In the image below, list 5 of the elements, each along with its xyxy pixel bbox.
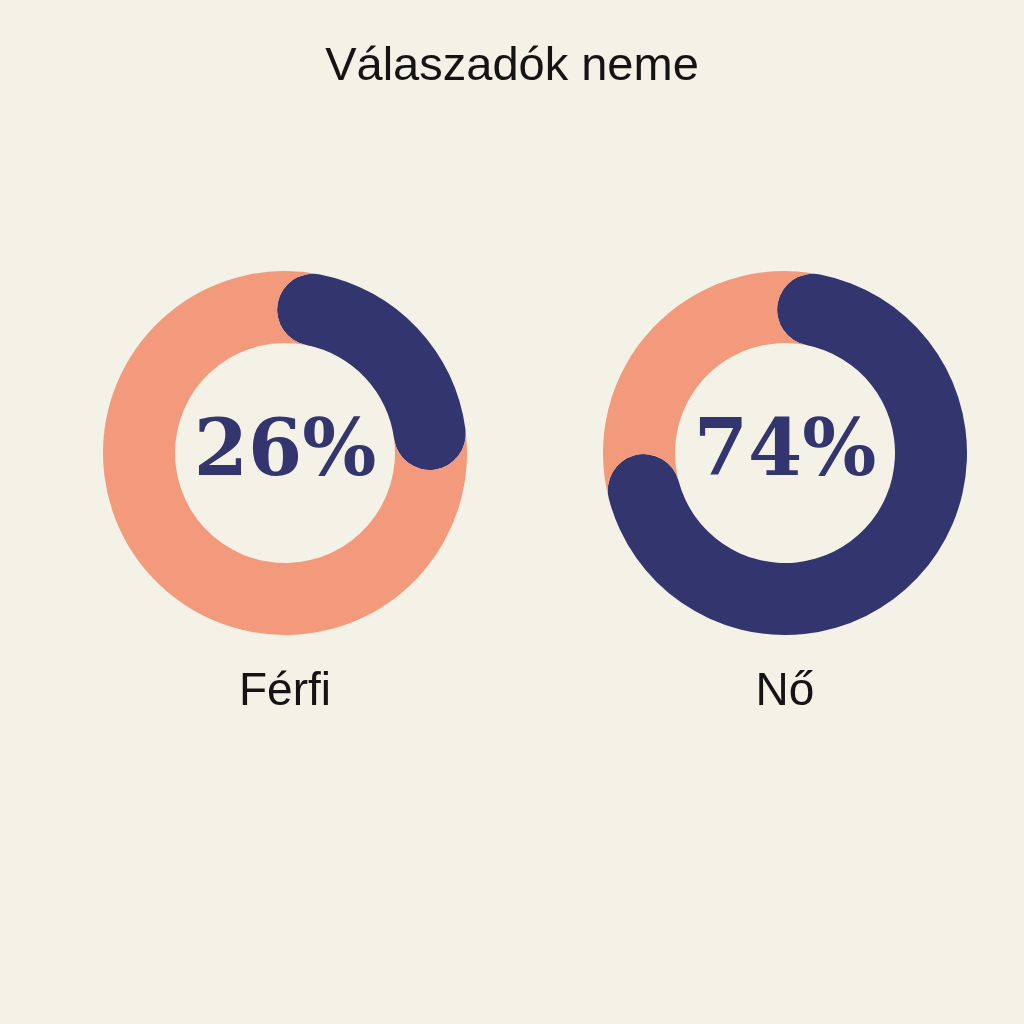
text: Nő [755, 663, 815, 715]
data-label: 26% [193, 402, 377, 493]
data-label: 74% [693, 402, 877, 493]
text: Válaszadók neme [325, 37, 699, 90]
text: Férfi [239, 663, 331, 715]
